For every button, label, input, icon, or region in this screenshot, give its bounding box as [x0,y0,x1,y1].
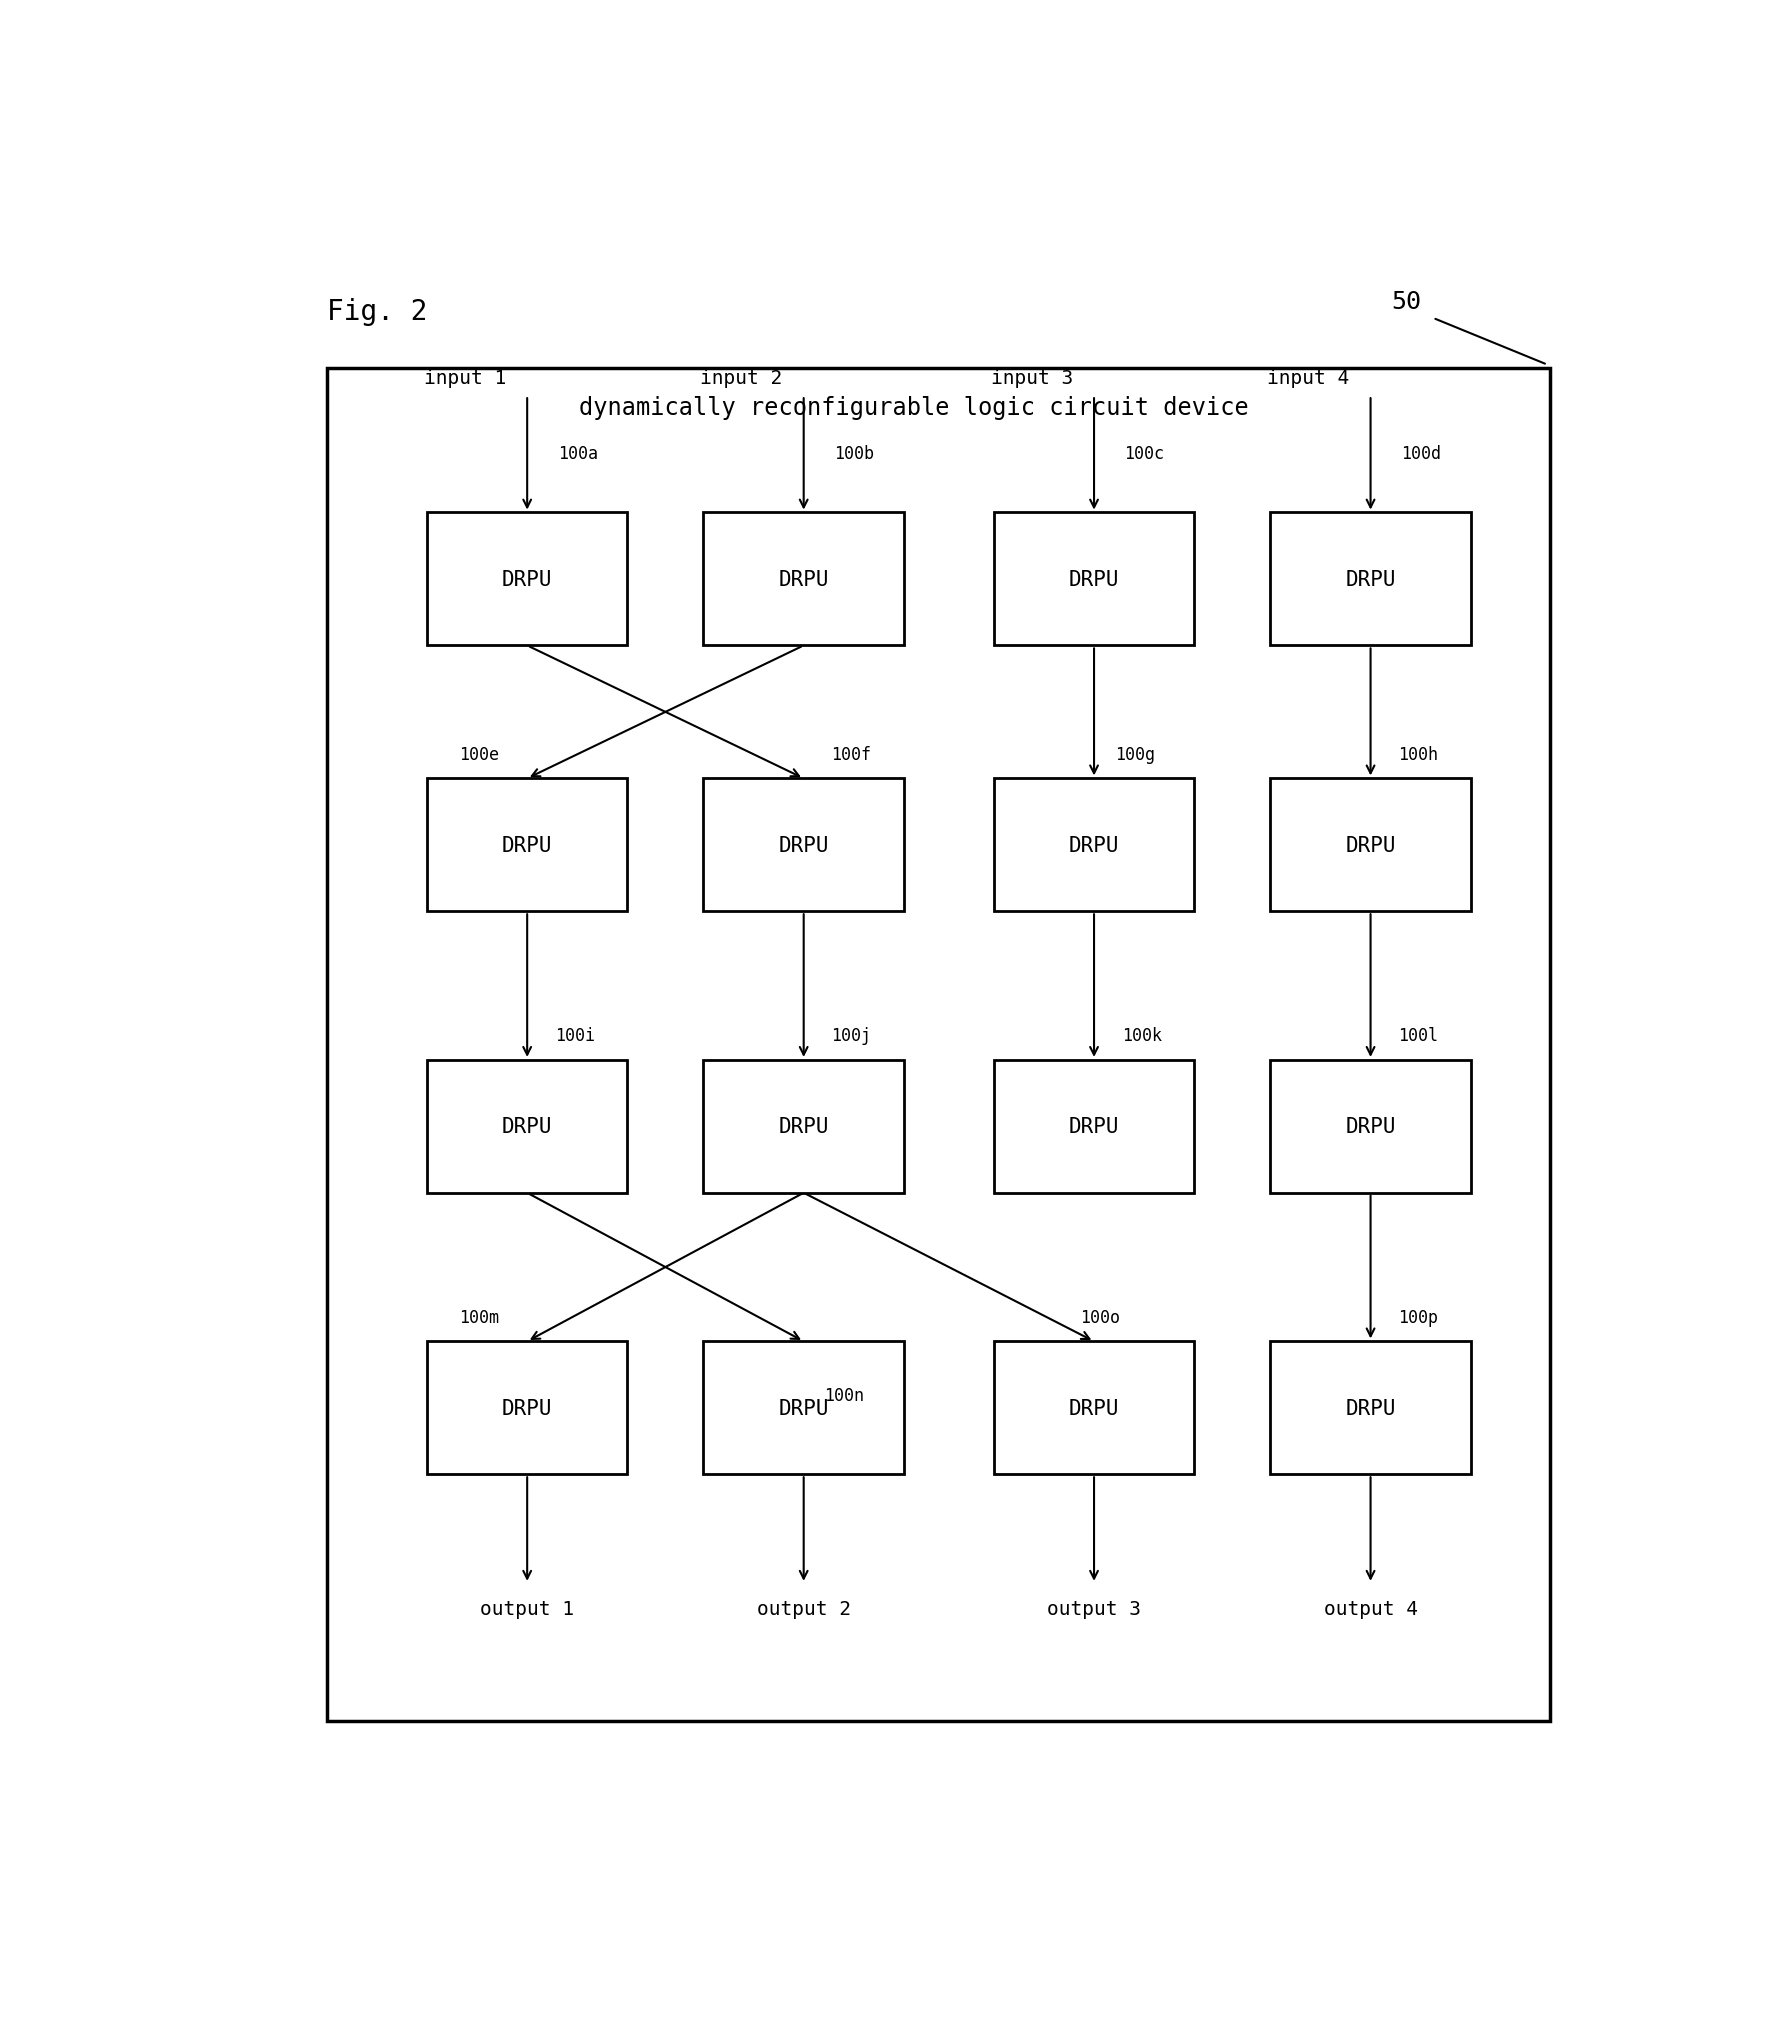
Bar [1270,1060,1470,1194]
Text: DRPU: DRPU [1069,836,1119,855]
Text: 100e: 100e [460,745,500,763]
Text: 100g: 100g [1115,745,1154,763]
Text: DRPU: DRPU [778,570,830,589]
Bar [426,514,628,646]
Bar [994,514,1193,646]
Text: DRPU: DRPU [778,836,830,855]
Text: output 1: output 1 [480,1600,574,1618]
Bar [426,780,628,911]
Bar [426,1342,628,1474]
Bar [1270,514,1470,646]
Text: 100n: 100n [824,1386,865,1405]
Text: 100j: 100j [831,1027,871,1045]
Bar [326,369,1550,1721]
Text: Fig. 2: Fig. 2 [326,298,426,327]
Text: DRPU: DRPU [778,1399,830,1419]
Text: 100b: 100b [835,445,874,463]
Bar [703,1060,904,1194]
Bar [703,514,904,646]
Text: 100p: 100p [1399,1307,1438,1326]
Text: 100l: 100l [1399,1027,1438,1045]
Text: 100c: 100c [1124,445,1165,463]
Text: DRPU: DRPU [1345,836,1395,855]
Text: 50: 50 [1392,290,1422,315]
Text: DRPU: DRPU [1345,1116,1395,1137]
Text: DRPU: DRPU [1345,570,1395,589]
Text: DRPU: DRPU [501,1116,553,1137]
Text: DRPU: DRPU [501,570,553,589]
Text: dynamically reconfigurable logic circuit device: dynamically reconfigurable logic circuit… [580,396,1249,420]
Text: input 2: input 2 [701,369,783,388]
Text: DRPU: DRPU [1069,1399,1119,1419]
Bar [994,780,1193,911]
Text: 100h: 100h [1399,745,1438,763]
Text: DRPU: DRPU [1069,570,1119,589]
Text: input 3: input 3 [990,369,1072,388]
Text: 100a: 100a [558,445,598,463]
Bar [703,780,904,911]
Bar [1270,780,1470,911]
Text: 100k: 100k [1122,1027,1161,1045]
Text: 100o: 100o [1081,1307,1120,1326]
Text: input 4: input 4 [1267,369,1349,388]
Text: DRPU: DRPU [778,1116,830,1137]
Bar [994,1342,1193,1474]
Bar [703,1342,904,1474]
Text: output 2: output 2 [756,1600,851,1618]
Bar [1270,1342,1470,1474]
Text: DRPU: DRPU [501,836,553,855]
Text: output 3: output 3 [1047,1600,1142,1618]
Bar [426,1060,628,1194]
Text: 100d: 100d [1400,445,1441,463]
Bar [994,1060,1193,1194]
Text: DRPU: DRPU [501,1399,553,1419]
Text: 100i: 100i [555,1027,594,1045]
Text: DRPU: DRPU [1345,1399,1395,1419]
Text: 100m: 100m [460,1307,500,1326]
Text: 100f: 100f [831,745,871,763]
Text: output 4: output 4 [1324,1600,1418,1618]
Text: DRPU: DRPU [1069,1116,1119,1137]
Text: input 1: input 1 [425,369,507,388]
